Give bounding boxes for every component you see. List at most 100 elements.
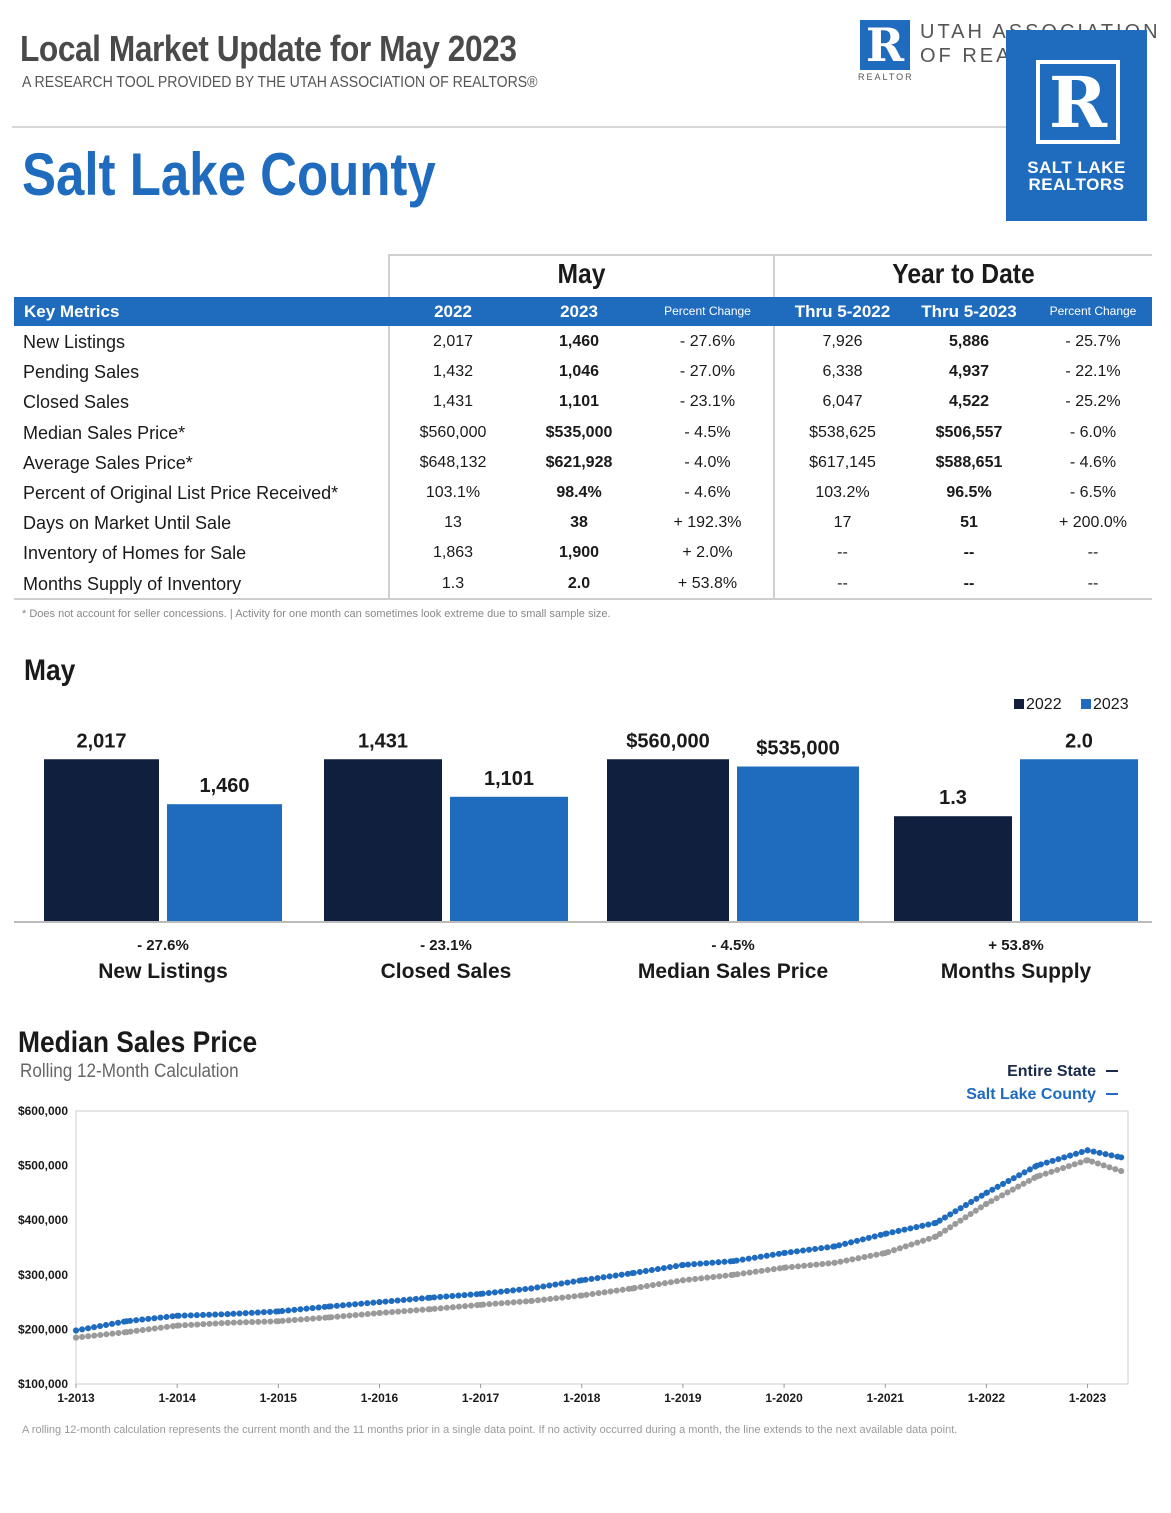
metric-value: - 25.2% — [1065, 393, 1121, 411]
y-tick-label: $600,000 — [18, 1104, 68, 1118]
data-point — [1118, 1154, 1125, 1161]
data-point — [730, 1258, 737, 1265]
data-point — [932, 1233, 939, 1240]
legend-label: Salt Lake County — [966, 1086, 1096, 1103]
line-section-subtitle: Rolling 12-Month Calculation — [20, 1061, 239, 1082]
metric-value: 6,047 — [822, 393, 863, 411]
table-row: Inventory of Homes for Sale 1,863 1,900 + 2… — [14, 539, 1152, 569]
data-point — [983, 1200, 990, 1207]
data-point — [123, 1329, 130, 1336]
data-point — [578, 1277, 585, 1284]
column-header: Percent Change — [664, 304, 751, 318]
metric-value: 5,886 — [948, 333, 990, 350]
x-tick-label: 1-2016 — [361, 1391, 399, 1405]
column-header: Percent Change — [1049, 304, 1137, 318]
table-top-rule — [388, 254, 1152, 256]
data-point — [528, 1298, 535, 1305]
x-tick-label: 1-2015 — [260, 1391, 298, 1405]
metric-value: 1,900 — [558, 544, 600, 562]
metric-label: Inventory of Homes for Sale — [23, 543, 247, 564]
realtor-caption: REALTOR — [858, 72, 914, 82]
bar-value-label: 1,101 — [484, 768, 534, 790]
data-point — [275, 1318, 282, 1325]
metric-value: - 27.0% — [679, 363, 736, 381]
metric-value: $588,651 — [935, 453, 1003, 471]
data-point — [679, 1261, 686, 1268]
bar-group-label: New Listings — [98, 960, 228, 983]
metric-value: - 4.6% — [1069, 453, 1117, 471]
data-point — [427, 1294, 434, 1301]
page-subtitle: A RESEARCH TOOL PROVIDED BY THE UTAH ASS… — [22, 74, 538, 91]
x-tick-label: 1-2021 — [867, 1391, 905, 1405]
legend-label: 2022 — [1026, 696, 1062, 713]
table-divider — [773, 254, 775, 598]
x-tick-label: 1-2019 — [664, 1391, 702, 1405]
metric-value: - 27.6% — [679, 333, 736, 350]
bar-group-label: Closed Sales — [381, 960, 512, 983]
metric-value: 7,926 — [822, 333, 863, 350]
realtor-r-logo-icon: R — [860, 20, 910, 70]
metric-value: 103.2% — [815, 484, 870, 501]
table-row: Closed Sales 1,431 1,101 - 23.1% 6,047 4,522 -… — [14, 388, 1152, 418]
data-point — [629, 1270, 636, 1277]
table-row: Months Supply of Inventory 1.3 2.0 + 53.8% -… — [14, 570, 1152, 600]
column-header: 2022 — [434, 302, 472, 321]
data-point — [224, 1319, 231, 1326]
x-tick-label: 1-2014 — [158, 1391, 196, 1405]
bar-value-label: 1.3 — [939, 787, 967, 809]
bar-value-label: $560,000 — [626, 730, 709, 752]
metric-value: -- — [963, 544, 975, 562]
x-tick-label: 1-2013 — [57, 1391, 95, 1405]
metric-value: -- — [1087, 544, 1099, 562]
data-point — [882, 1249, 889, 1256]
y-tick-label: $200,000 — [18, 1322, 68, 1336]
data-point — [882, 1230, 889, 1237]
bar-value-label: 1,460 — [199, 775, 249, 797]
bar-value-label: 1,431 — [358, 730, 408, 752]
metric-value: 1,431 — [432, 393, 474, 411]
data-point — [224, 1311, 231, 1318]
metric-value: 1,460 — [558, 333, 600, 350]
metric-value: 13 — [444, 514, 462, 532]
metric-value: + 2.0% — [682, 544, 733, 562]
metric-value: $560,000 — [419, 423, 487, 441]
bar — [324, 759, 442, 922]
page-title: Local Market Update for May 2023 — [20, 28, 517, 69]
bar — [737, 766, 859, 922]
metric-value: 17 — [833, 514, 852, 532]
x-tick-label: 1-2018 — [563, 1391, 601, 1405]
line-chart: $600,000 $500,000 $400,000 $300,000 $200,000… — [18, 1063, 1129, 1405]
bar-group-change: - 23.1% — [420, 937, 472, 954]
metric-value: - 4.0% — [684, 453, 731, 471]
table-header-row — [14, 297, 1152, 326]
bar-value-label: $535,000 — [756, 738, 839, 760]
x-tick-label: 1-2023 — [1069, 1391, 1107, 1405]
x-tick-label: 1-2017 — [462, 1391, 500, 1405]
board-r-logo-icon: R — [1036, 60, 1120, 144]
data-point — [174, 1312, 181, 1319]
metric-value: - 6.0% — [1069, 423, 1117, 441]
metric-value: - 4.6% — [684, 484, 731, 501]
metric-value: 4,937 — [948, 363, 990, 381]
data-point — [325, 1303, 332, 1310]
metric-value: - 4.5% — [684, 423, 731, 441]
metric-value: 1,101 — [558, 393, 600, 411]
header-divider — [12, 126, 1012, 128]
metric-value: 103.1% — [425, 484, 481, 501]
metric-label: Median Sales Price* — [23, 422, 186, 443]
metric-label: Months Supply of Inventory — [23, 573, 242, 594]
bar-section-title: May — [24, 654, 76, 687]
y-tick-label: $500,000 — [18, 1159, 68, 1173]
data-point — [123, 1318, 130, 1325]
data-point — [831, 1259, 838, 1266]
column-header: 2023 — [560, 302, 598, 321]
table-row: Percent of Original List Price Received*… — [14, 479, 1152, 509]
data-point — [174, 1322, 181, 1329]
metric-label: Percent of Original List Price Received* — [23, 483, 339, 503]
metric-value: -- — [1087, 574, 1099, 592]
metric-value: -- — [963, 574, 975, 592]
bar-value-label: 2,017 — [76, 730, 126, 752]
metric-label: Average Sales Price* — [23, 452, 193, 473]
data-point — [781, 1249, 788, 1256]
data-point — [73, 1334, 79, 1341]
